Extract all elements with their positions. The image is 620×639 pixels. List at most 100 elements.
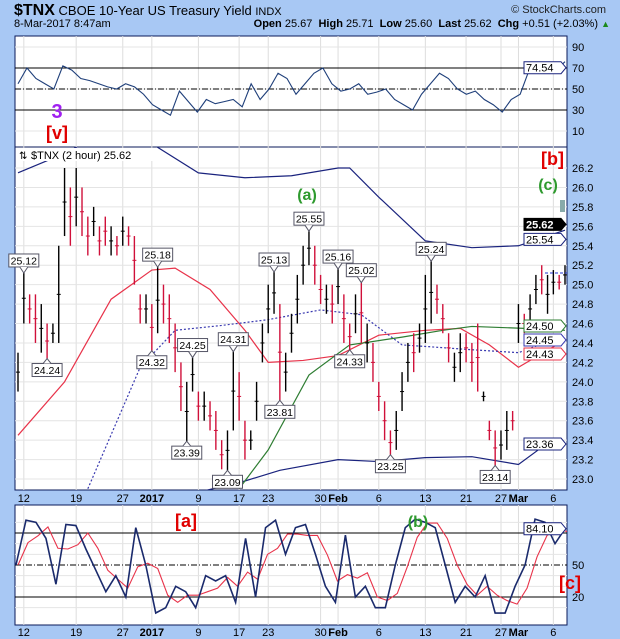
price-last-tag: 25.62 xyxy=(523,217,567,231)
price-bar xyxy=(202,391,207,421)
brand-link[interactable]: © StockCharts.com xyxy=(511,4,606,16)
high-label: High xyxy=(318,18,343,30)
value-tag-box xyxy=(523,522,567,536)
rsi-tick-label: 30 xyxy=(572,105,584,117)
x-tick-label: 17 xyxy=(233,493,245,505)
x-tick-label: 12 xyxy=(18,493,30,505)
peak-label-pointer xyxy=(345,348,355,356)
x-tick-label: 13 xyxy=(419,627,431,639)
price-bar xyxy=(103,216,108,246)
peak-label-pointer xyxy=(223,469,232,476)
price-bar xyxy=(109,226,114,256)
price-bar xyxy=(225,430,230,471)
x-tick-label: 6 xyxy=(376,627,382,639)
price-bar xyxy=(138,294,143,324)
price-bar xyxy=(155,267,160,334)
peak-label-text: 25.02 xyxy=(348,265,374,277)
chg-value: +0.51 (+2.03%) xyxy=(522,18,599,30)
price-bar xyxy=(27,294,32,324)
price-bar xyxy=(277,304,282,401)
price-bar xyxy=(481,391,486,402)
last-label: Last xyxy=(438,18,461,30)
peak-label: 25.13 xyxy=(258,252,290,273)
price-bar xyxy=(149,304,154,351)
price-bar xyxy=(405,342,410,382)
chg-label: Chg xyxy=(497,18,520,30)
x-tick-label: 2017 xyxy=(140,627,164,639)
price-bar xyxy=(85,216,90,256)
timestamp: 8-Mar-2017 8:47am xyxy=(14,18,111,30)
peak-label-pointer xyxy=(490,464,500,471)
price-bar xyxy=(208,401,213,431)
peak-label: 24.33 xyxy=(334,348,366,369)
price-bar xyxy=(45,323,50,359)
price-bar xyxy=(504,411,509,450)
peak-label: 25.55 xyxy=(293,211,325,233)
peak-label-text: 25.13 xyxy=(261,255,287,267)
price-bar xyxy=(50,323,55,343)
price-tick-label: 25.6 xyxy=(572,221,593,233)
price-bar xyxy=(301,245,306,285)
x-tick-label: 21 xyxy=(460,627,472,639)
rsi-last-tag-text: 74.54 xyxy=(526,63,554,75)
peak-label-text: 24.32 xyxy=(139,357,165,369)
wave-label-b: [b] xyxy=(541,149,564,169)
bb-lower-tag: 23.36 xyxy=(523,437,567,451)
panel-rsi xyxy=(14,35,568,148)
price-bar xyxy=(196,391,201,421)
price-bar xyxy=(551,270,556,295)
value-tag-box xyxy=(523,333,567,347)
price-bar xyxy=(266,284,271,334)
peak-label-pointer xyxy=(275,399,285,406)
peak-label-text: 23.25 xyxy=(377,461,403,473)
price-bar xyxy=(324,284,329,314)
price-tick-label: 25.2 xyxy=(572,260,593,272)
peak-label-pointer xyxy=(426,255,436,263)
price-bar xyxy=(365,323,370,363)
price-bar xyxy=(452,352,457,382)
wave-label-b-small: (b) xyxy=(408,514,428,531)
price-bar xyxy=(74,168,79,227)
ma-dotted-tag: 24.45 xyxy=(523,333,567,347)
peak-label-pointer xyxy=(42,357,52,364)
x-tick-label: 23 xyxy=(262,627,274,639)
price-bar xyxy=(446,333,451,363)
wave-label-a: [a] xyxy=(175,511,197,531)
x-tick-label: 19 xyxy=(70,493,82,505)
x-tick-label: Feb xyxy=(328,493,348,505)
price-bar xyxy=(336,269,341,305)
price-bar xyxy=(97,226,102,256)
price-bar xyxy=(33,294,38,343)
stoch-last-tag: 84.10 xyxy=(523,522,567,536)
peak-label-pointer xyxy=(386,453,395,461)
price-tick-label: 25.0 xyxy=(572,280,593,292)
stoch-k-line xyxy=(15,518,566,615)
price-bar xyxy=(388,430,393,455)
peak-label-text: 24.31 xyxy=(220,334,246,346)
overlay-bb_upper xyxy=(17,147,566,249)
high-value: 25.71 xyxy=(346,18,374,30)
price-tick-label: 23.4 xyxy=(572,435,593,447)
price-bar xyxy=(190,357,195,392)
price-tick-label: 23.2 xyxy=(572,455,593,467)
x-tick-label: 6 xyxy=(550,493,556,505)
chart-title: $TNX CBOE 10-Year US Treasury Yield INDX xyxy=(14,2,282,20)
price-bar xyxy=(353,294,358,334)
peak-label: 25.12 xyxy=(8,253,40,274)
peak-label-pointer xyxy=(269,265,279,273)
price-last-tag-text: 25.62 xyxy=(526,219,554,231)
peak-label: 25.02 xyxy=(345,263,377,284)
symbol: $TNX xyxy=(14,2,55,19)
x-tick-label: 9 xyxy=(195,627,201,639)
price-bar xyxy=(80,187,85,237)
price-bar xyxy=(312,245,317,285)
x-tick-label: 12 xyxy=(18,627,30,639)
price-bar xyxy=(533,274,538,305)
peak-label-pointer xyxy=(153,260,163,269)
price-bar xyxy=(231,351,236,431)
ohlc-legend-icon: ⇅ xyxy=(19,151,27,162)
peak-label: 23.39 xyxy=(171,440,203,460)
price-tick-label: 24.8 xyxy=(572,299,593,311)
down-arrow-icon xyxy=(560,200,565,212)
